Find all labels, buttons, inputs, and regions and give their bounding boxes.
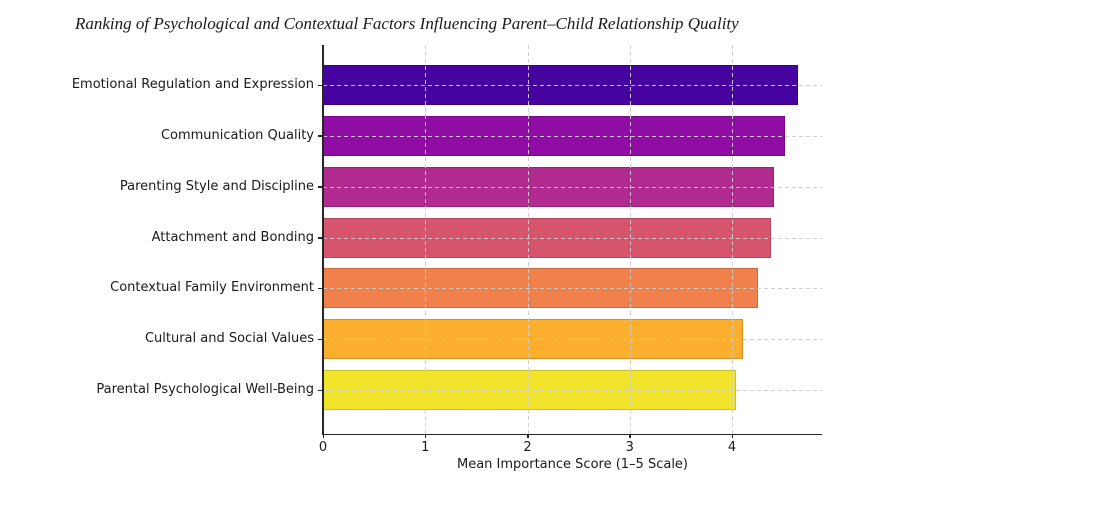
gridline-horizontal xyxy=(323,135,822,137)
x-axis-label: Mean Importance Score (1–5 Scale) xyxy=(456,457,689,472)
y-axis-spine xyxy=(322,45,324,434)
x-tick-label: 0 xyxy=(318,440,328,455)
y-tick-label: Cultural and Social Values xyxy=(144,331,314,347)
y-tick-label: Parental Psychological Well-Being xyxy=(96,382,314,397)
gridline-horizontal xyxy=(323,339,822,341)
y-tick-mark xyxy=(318,287,322,290)
x-tick-mark xyxy=(527,434,529,438)
x-tick-label: 3 xyxy=(625,440,634,455)
chart-title: Ranking of Psychological and Contextual … xyxy=(75,14,739,33)
x-tick-mark xyxy=(424,434,427,438)
y-tick-mark xyxy=(318,338,322,341)
y-tick-label: Parenting Style and Discipline xyxy=(119,178,314,194)
x-tick-label: 2 xyxy=(523,440,532,455)
x-tick-label: 4 xyxy=(727,440,737,455)
y-tick-label: Attachment and Bonding xyxy=(151,229,314,245)
gridline-vertical xyxy=(527,45,529,434)
y-tick-label: Communication Quality xyxy=(160,127,314,143)
plot-area: Emotional Regulation and Expression Commu… xyxy=(72,45,822,472)
y-tick-mark xyxy=(318,186,322,188)
y-tick-label: Emotional Regulation and Expression xyxy=(71,77,314,92)
y-tick-mark xyxy=(318,237,322,239)
gridline-horizontal xyxy=(323,288,822,290)
y-tick-mark xyxy=(318,389,322,391)
gridline-horizontal xyxy=(323,390,822,391)
x-tick-label: 1 xyxy=(421,440,430,455)
y-tick-label: Contextual Family Environment xyxy=(110,280,314,296)
gridline-vertical xyxy=(732,45,734,434)
y-tick-mark xyxy=(318,135,322,137)
gridline-horizontal xyxy=(323,85,822,86)
gridline-vertical xyxy=(425,45,427,434)
x-axis-spine xyxy=(322,433,822,435)
x-tick-mark xyxy=(322,434,324,438)
gridline-horizontal xyxy=(323,237,822,239)
y-tick-mark xyxy=(318,84,322,86)
gridline-vertical xyxy=(629,45,631,434)
x-tick-mark xyxy=(629,434,631,438)
gridline-horizontal xyxy=(323,186,822,188)
x-tick-mark xyxy=(731,434,734,438)
